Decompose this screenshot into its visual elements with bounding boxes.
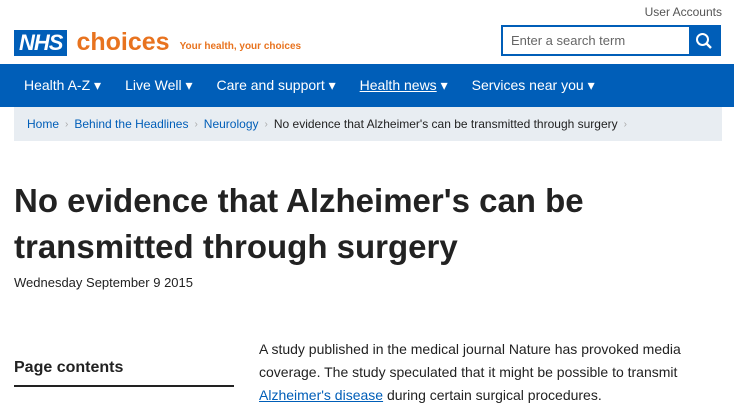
breadcrumb: Home › Behind the Headlines › Neurology › N…: [14, 107, 722, 141]
chevron-right-icon: ›: [623, 118, 627, 130]
search-box: [501, 25, 721, 56]
nav-health-a-z[interactable]: Health A-Z ▾: [24, 77, 102, 93]
caret-down-icon: ▾: [94, 77, 102, 93]
breadcrumb-neurology[interactable]: Neurology: [203, 117, 259, 131]
nhs-choices-logo[interactable]: NHS choices Your health, your choices: [14, 28, 301, 57]
choices-logo: choices: [76, 28, 170, 56]
search-icon: [696, 32, 712, 49]
search-button[interactable]: [689, 27, 719, 54]
intro-paragraph: A study published in the medical journal…: [259, 341, 681, 403]
caret-down-icon: ▾: [440, 77, 448, 93]
chevron-right-icon: ›: [65, 118, 69, 130]
nav-live-well[interactable]: Live Well ▾: [125, 77, 193, 93]
breadcrumb-current: No evidence that Alzheimer's can be tran…: [273, 117, 618, 131]
breadcrumb-behind-the-headlines[interactable]: Behind the Headlines: [74, 117, 189, 131]
caret-down-icon: ▾: [587, 77, 595, 93]
nhs-logo: NHS: [14, 29, 68, 56]
nav-services-near-you[interactable]: Services near you ▾: [471, 77, 595, 93]
tagline: Your health, your choices: [179, 41, 302, 52]
alzheimers-disease-link[interactable]: Alzheimer's disease: [259, 387, 384, 403]
chevron-right-icon: ›: [194, 118, 198, 130]
breadcrumb-home[interactable]: Home: [27, 117, 60, 131]
chevron-right-icon: ›: [264, 118, 268, 130]
search-input[interactable]: [503, 27, 689, 54]
page-contents-heading: Page contents: [14, 359, 234, 387]
main-nav: Health A-Z ▾ Live Well ▾ Care and suppor…: [0, 64, 734, 107]
caret-down-icon: ▾: [185, 77, 193, 93]
caret-down-icon: ▾: [328, 77, 336, 93]
nav-health-news[interactable]: Health news ▾: [359, 77, 448, 93]
article-date: Wednesday September 9 2015: [14, 275, 193, 290]
user-accounts-link[interactable]: User Accounts: [644, 5, 722, 19]
page-title: No evidence that Alzheimer's can be tran…: [14, 182, 584, 265]
nav-care-and-support[interactable]: Care and support ▾: [216, 77, 336, 93]
